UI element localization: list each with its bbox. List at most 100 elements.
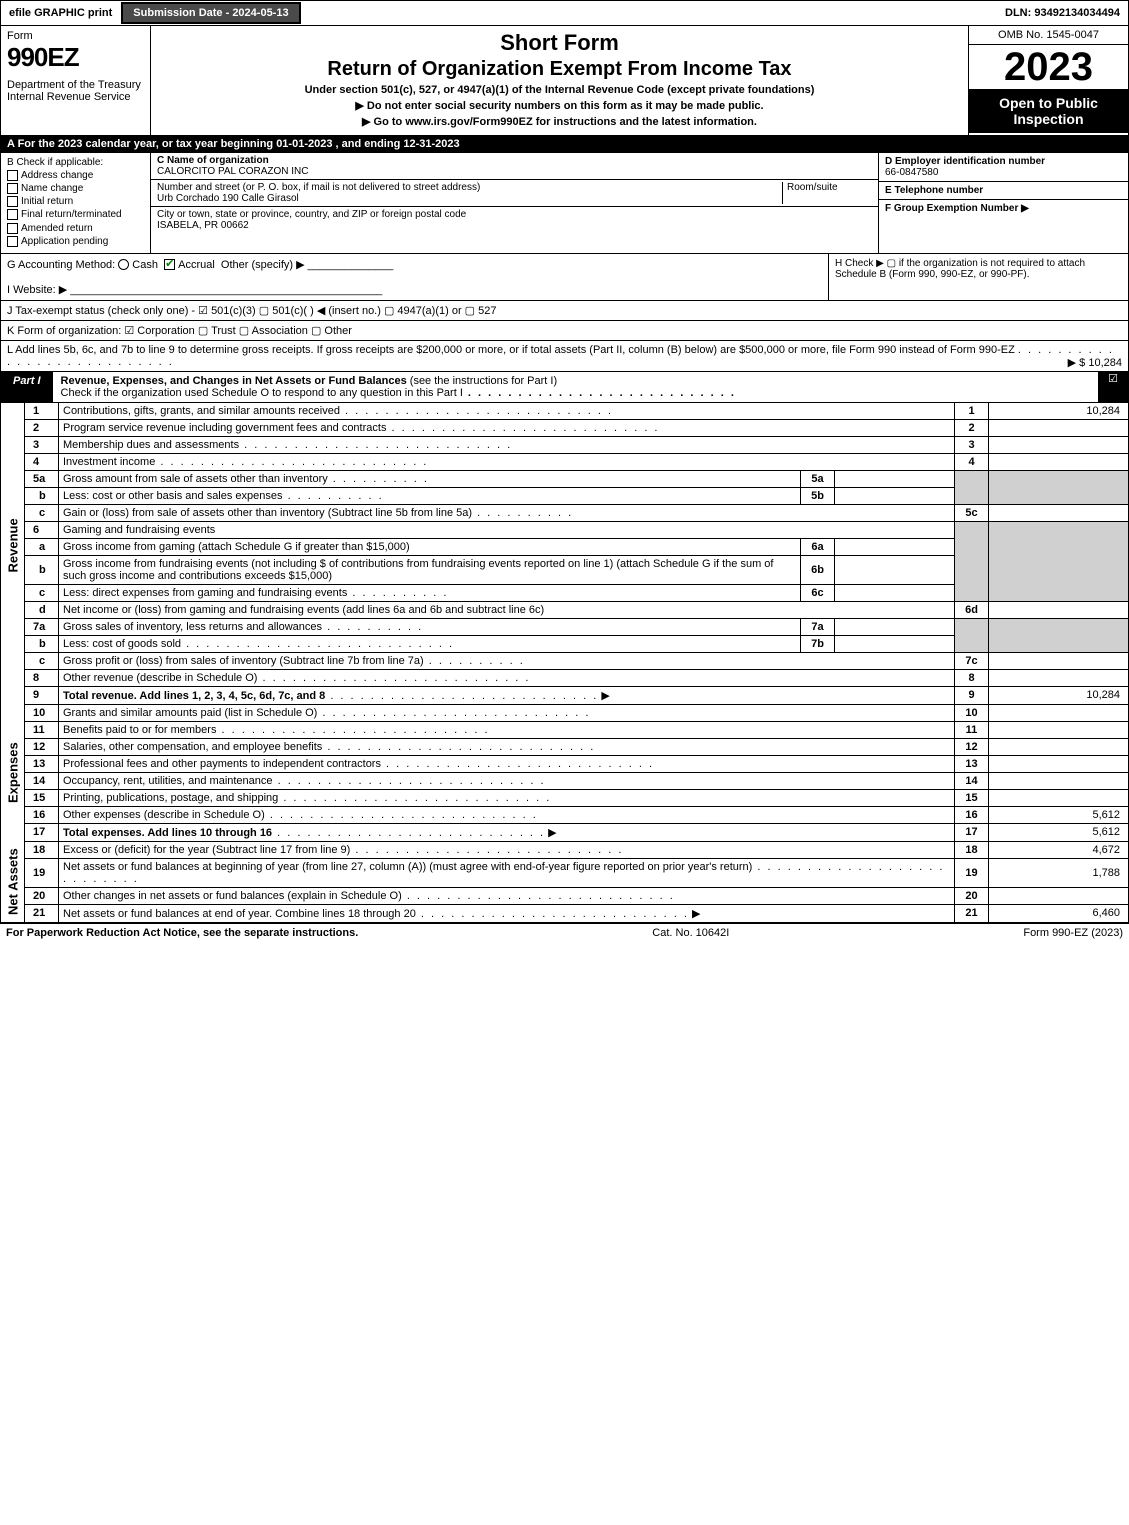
line-21-val: 6,460	[989, 904, 1129, 922]
line-10-num: 10	[25, 704, 59, 721]
line-18-num: 18	[25, 841, 59, 858]
line-6d-rn: 6d	[955, 601, 989, 618]
chk-application-pending[interactable]: Application pending	[7, 236, 144, 247]
line-5c-num: c	[25, 504, 59, 521]
form-number: 990EZ	[7, 42, 144, 73]
chk-initial-return[interactable]: Initial return	[7, 196, 144, 207]
line-6d: d Net income or (loss) from gaming and f…	[1, 601, 1129, 618]
line-6-num: 6	[25, 521, 59, 538]
line-17-val: 5,612	[989, 823, 1129, 841]
radio-cash[interactable]	[118, 259, 129, 270]
line-1-num: 1	[25, 403, 59, 420]
line-13-val	[989, 755, 1129, 772]
line-6a-desc: Gross income from gaming (attach Schedul…	[59, 538, 801, 555]
group-exemption-label: F Group Exemption Number ▶	[885, 203, 1029, 214]
line-12-desc: Salaries, other compensation, and employ…	[63, 741, 322, 753]
footer-form-id: Form 990-EZ (2023)	[1023, 927, 1123, 939]
line-6d-num: d	[25, 601, 59, 618]
line-7c-rn: 7c	[955, 652, 989, 669]
line-4-val	[989, 453, 1129, 470]
line-17: 17 Total expenses. Add lines 10 through …	[1, 823, 1129, 841]
efile-label: efile GRAPHIC print	[1, 4, 120, 22]
line-8-desc: Other revenue (describe in Schedule O)	[63, 672, 257, 684]
open-to-public-badge: Open to Public Inspection	[969, 89, 1128, 133]
line-7a-mv	[835, 618, 955, 635]
submission-date-button[interactable]: Submission Date - 2024-05-13	[121, 2, 300, 24]
line-10-desc: Grants and similar amounts paid (list in…	[63, 707, 317, 719]
line-10: Expenses 10 Grants and similar amounts p…	[1, 704, 1129, 721]
line-6c-mn: 6c	[801, 584, 835, 601]
line-21-rn: 21	[955, 904, 989, 922]
org-name-label: C Name of organization	[157, 155, 269, 166]
line-2-rn: 2	[955, 419, 989, 436]
part-1-title-note: (see the instructions for Part I)	[410, 375, 557, 387]
line-18-val: 4,672	[989, 841, 1129, 858]
line-13-desc: Professional fees and other payments to …	[63, 758, 381, 770]
part-1-title: Revenue, Expenses, and Changes in Net As…	[53, 372, 1098, 402]
chk-amended-return[interactable]: Amended return	[7, 223, 144, 234]
instructions-link[interactable]: ▶ Go to www.irs.gov/Form990EZ for instru…	[159, 115, 960, 128]
line-20-num: 20	[25, 887, 59, 904]
dln-label: DLN: 93492134034494	[997, 4, 1128, 22]
line-9-desc: Total revenue. Add lines 1, 2, 3, 4, 5c,…	[63, 690, 325, 702]
line-11-num: 11	[25, 721, 59, 738]
line-12-val	[989, 738, 1129, 755]
line-14-num: 14	[25, 772, 59, 789]
line-6: 6 Gaming and fundraising events	[1, 521, 1129, 538]
other-label: Other (specify) ▶	[221, 259, 305, 271]
part-1-header: Part I Revenue, Expenses, and Changes in…	[0, 372, 1129, 403]
expenses-side-label: Expenses	[1, 704, 25, 841]
chk-address-change[interactable]: Address change	[7, 170, 144, 181]
row-l: L Add lines 5b, 6c, and 7b to line 9 to …	[0, 341, 1129, 372]
line-7b-mv	[835, 635, 955, 652]
line-13: 13 Professional fees and other payments …	[1, 755, 1129, 772]
street-value: Urb Corchado 190 Calle Girasol	[157, 193, 299, 204]
line-1-desc: Contributions, gifts, grants, and simila…	[63, 405, 340, 417]
line-21-num: 21	[25, 904, 59, 922]
line-11-val	[989, 721, 1129, 738]
line-2-val	[989, 419, 1129, 436]
revenue-side-spacer	[1, 686, 25, 704]
form-title: Return of Organization Exempt From Incom…	[159, 58, 960, 81]
part-1-schedule-o-checkbox[interactable]: ☑	[1098, 372, 1128, 402]
accrual-label: Accrual	[178, 259, 215, 271]
line-19-rn: 19	[955, 858, 989, 887]
ssn-warning: ▶ Do not enter social security numbers o…	[159, 99, 960, 112]
line-7c: c Gross profit or (loss) from sales of i…	[1, 652, 1129, 669]
line-7a-desc: Gross sales of inventory, less returns a…	[63, 621, 322, 633]
line-7b-mn: 7b	[801, 635, 835, 652]
box-c: C Name of organization CALORCITO PAL COR…	[151, 153, 878, 253]
line-14: 14 Occupancy, rent, utilities, and maint…	[1, 772, 1129, 789]
line-15-desc: Printing, publications, postage, and shi…	[63, 792, 278, 804]
footer-paperwork-notice: For Paperwork Reduction Act Notice, see …	[6, 927, 358, 939]
line-20-val	[989, 887, 1129, 904]
line-13-num: 13	[25, 755, 59, 772]
top-bar: efile GRAPHIC print Submission Date - 20…	[0, 0, 1129, 26]
line-14-rn: 14	[955, 772, 989, 789]
chk-final-return[interactable]: Final return/terminated	[7, 209, 144, 220]
line-7c-desc: Gross profit or (loss) from sales of inv…	[63, 655, 424, 667]
line-2-desc: Program service revenue including govern…	[63, 422, 386, 434]
room-label: Room/suite	[787, 182, 838, 193]
line-6b-mn: 6b	[801, 555, 835, 584]
line-11-desc: Benefits paid to or for members	[63, 724, 216, 736]
line-14-desc: Occupancy, rent, utilities, and maintena…	[63, 775, 273, 787]
line-4: 4 Investment income 4	[1, 453, 1129, 470]
line-15-rn: 15	[955, 789, 989, 806]
line-5b-mn: 5b	[801, 487, 835, 504]
line-6a-mv	[835, 538, 955, 555]
page-footer: For Paperwork Reduction Act Notice, see …	[0, 923, 1129, 942]
accounting-method-label: G Accounting Method:	[7, 259, 115, 271]
row-a-tax-year: A For the 2023 calendar year, or tax yea…	[0, 136, 1129, 153]
radio-accrual[interactable]	[164, 259, 175, 270]
street-cell: Number and street (or P. O. box, if mail…	[151, 180, 878, 207]
line-3-val	[989, 436, 1129, 453]
line-8-num: 8	[25, 669, 59, 686]
line-7b-num: b	[25, 635, 59, 652]
line-19-desc: Net assets or fund balances at beginning…	[63, 861, 752, 873]
line-6d-val	[989, 601, 1129, 618]
line-17-desc: Total expenses. Add lines 10 through 16	[63, 827, 272, 839]
phone-cell: E Telephone number	[879, 182, 1128, 200]
chk-name-change[interactable]: Name change	[7, 183, 144, 194]
city-value: ISABELA, PR 00662	[157, 220, 249, 231]
